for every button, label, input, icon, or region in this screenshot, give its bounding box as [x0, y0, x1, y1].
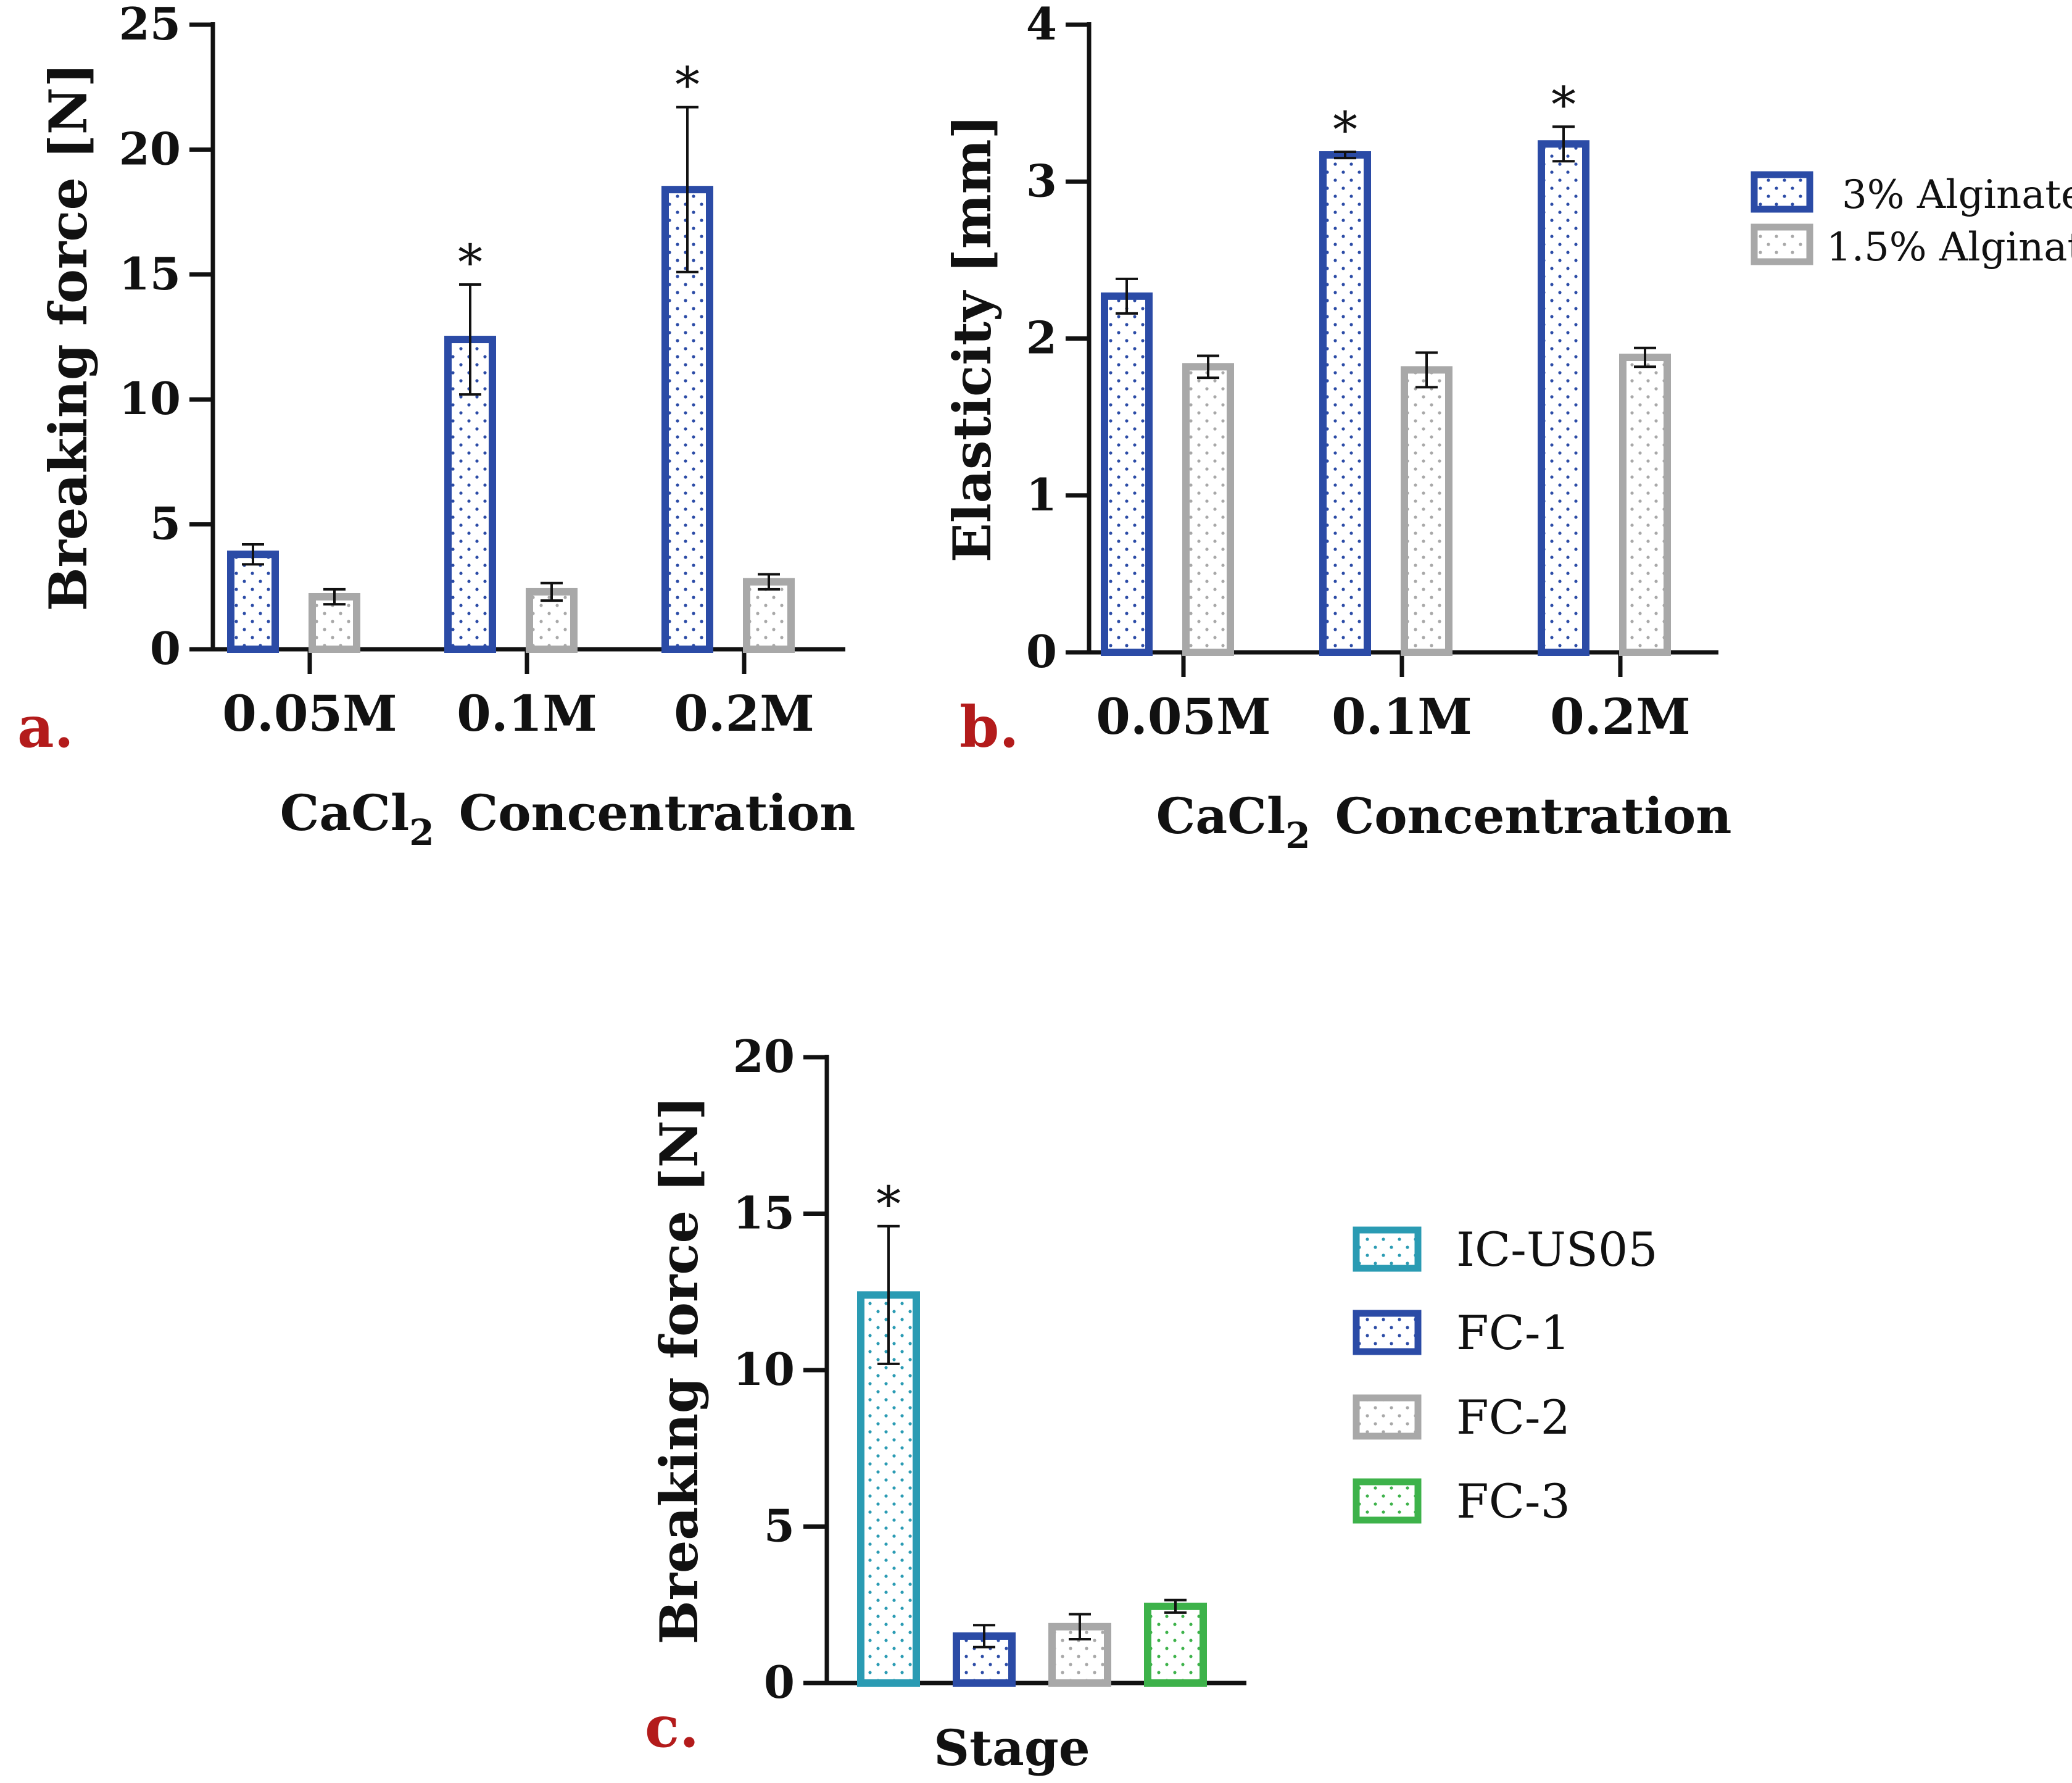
legend-c-swatch	[1353, 1310, 1422, 1355]
legend-c-swatch	[1353, 1478, 1422, 1524]
panel-c-y-tick-label: 5	[764, 1500, 795, 1552]
panel-c-bar	[1048, 1623, 1111, 1687]
panel-b-y-axis-title: Elasticity [mm]	[942, 115, 1003, 563]
panel-c-y-axis-title: Breaking force [N]	[649, 1096, 710, 1645]
legend-b-label: 3% Alginate	[1842, 172, 2072, 218]
panel-b-category-label: 0.1M	[1332, 688, 1472, 746]
panel-a-y-tick-label: 0	[150, 622, 181, 675]
panel-c-y-tick-label: 0	[764, 1656, 795, 1708]
panel-b-bar	[1538, 140, 1589, 657]
panel-a-category-label: 0.2M	[674, 684, 814, 742]
panel-a-x-axis-title-main: CaCl	[280, 784, 410, 842]
panel-a-category-label: 0.05M	[222, 684, 397, 742]
panel-b-category-label: 0.05M	[1096, 688, 1270, 746]
legend-b-swatch	[1751, 223, 1813, 265]
panel-a-category-label: 0.1M	[457, 684, 597, 742]
panel-a-x-axis-title: CaCl2 Concentration	[280, 784, 856, 854]
panel-b-category-label: 0.2M	[1550, 688, 1691, 746]
panel-a-panel-label: a.	[17, 694, 74, 760]
legend-b-swatch	[1751, 171, 1813, 213]
panel-a-x-axis-title-rest: Concentration	[459, 784, 856, 842]
panel-c-panel-label: c.	[645, 1694, 699, 1760]
panel-a-significance-star: *	[458, 234, 483, 291]
panel-b-x-axis-title-rest: Concentration	[1335, 787, 1732, 845]
legend-c-label: FC-3	[1456, 1474, 1570, 1529]
panel-b-bar	[1619, 354, 1671, 656]
panel-b-y-tick-label: 0	[1026, 625, 1057, 678]
panel-b-bar	[1319, 151, 1371, 656]
panel-b-y-tick-label: 2	[1026, 312, 1057, 364]
panel-c-y-tick-label: 15	[733, 1187, 795, 1239]
legend-c-label: FC-2	[1456, 1390, 1570, 1445]
legend-c-label: IC-US05	[1456, 1222, 1658, 1277]
legend-c-label: FC-1	[1456, 1305, 1570, 1360]
panel-b-y-tick-label: 3	[1026, 154, 1057, 207]
panel-a-bar	[309, 592, 360, 654]
legend-c-swatch	[1353, 1226, 1422, 1272]
panel-c-bar	[1144, 1602, 1207, 1687]
panel-a-y-tick-label: 25	[119, 0, 181, 50]
panel-c-y-tick-label: 10	[733, 1343, 795, 1395]
panel-b-bar	[1182, 363, 1234, 656]
panel-b-x-axis-title-subscript: 2	[1285, 815, 1310, 857]
panel-b-bar	[1401, 366, 1452, 656]
panel-b-bar	[1101, 292, 1153, 657]
panel-c-y-tick-label: 20	[733, 1030, 795, 1083]
panel-a-significance-star: *	[675, 57, 700, 114]
panel-a-y-axis-title: Breaking force [N]	[38, 63, 99, 612]
panel-b-panel-label: b.	[959, 694, 1019, 760]
panel-a-y-tick-label: 10	[119, 372, 181, 425]
panel-a-y-tick-label: 20	[119, 122, 181, 175]
panel-c-chart: 0 5 10 15 20 * Breaking force [N] Stage c. IC-US0…	[645, 1030, 1658, 1777]
legend-b-label: 1.5% Alginate	[1826, 225, 2072, 270]
panel-a-chart: 0 5 10 15 20 25 0.05M 0.1M * 0.2M * Breaking force …	[17, 0, 855, 854]
panel-c-significance-star: *	[876, 1176, 901, 1233]
panel-a-y-tick-label: 5	[150, 497, 181, 550]
panel-b-x-axis-title-main: CaCl	[1156, 787, 1286, 845]
panel-a-x-axis-title-subscript: 2	[409, 812, 434, 854]
panel-a-bar	[227, 551, 279, 654]
panel-b-x-axis-title: CaCl2 Concentration	[1156, 787, 1732, 857]
panel-b-y-tick-label: 4	[1026, 0, 1057, 50]
panel-b-y-tick-label: 1	[1026, 468, 1057, 521]
panel-a-y-tick-label: 15	[119, 247, 181, 300]
legend-c-swatch	[1353, 1394, 1422, 1440]
panel-b-significance-star: *	[1551, 76, 1576, 133]
panel-a-bar	[743, 578, 795, 653]
panel-b-significance-star: *	[1333, 101, 1357, 159]
panel-c-x-axis-title: Stage	[934, 1719, 1090, 1777]
